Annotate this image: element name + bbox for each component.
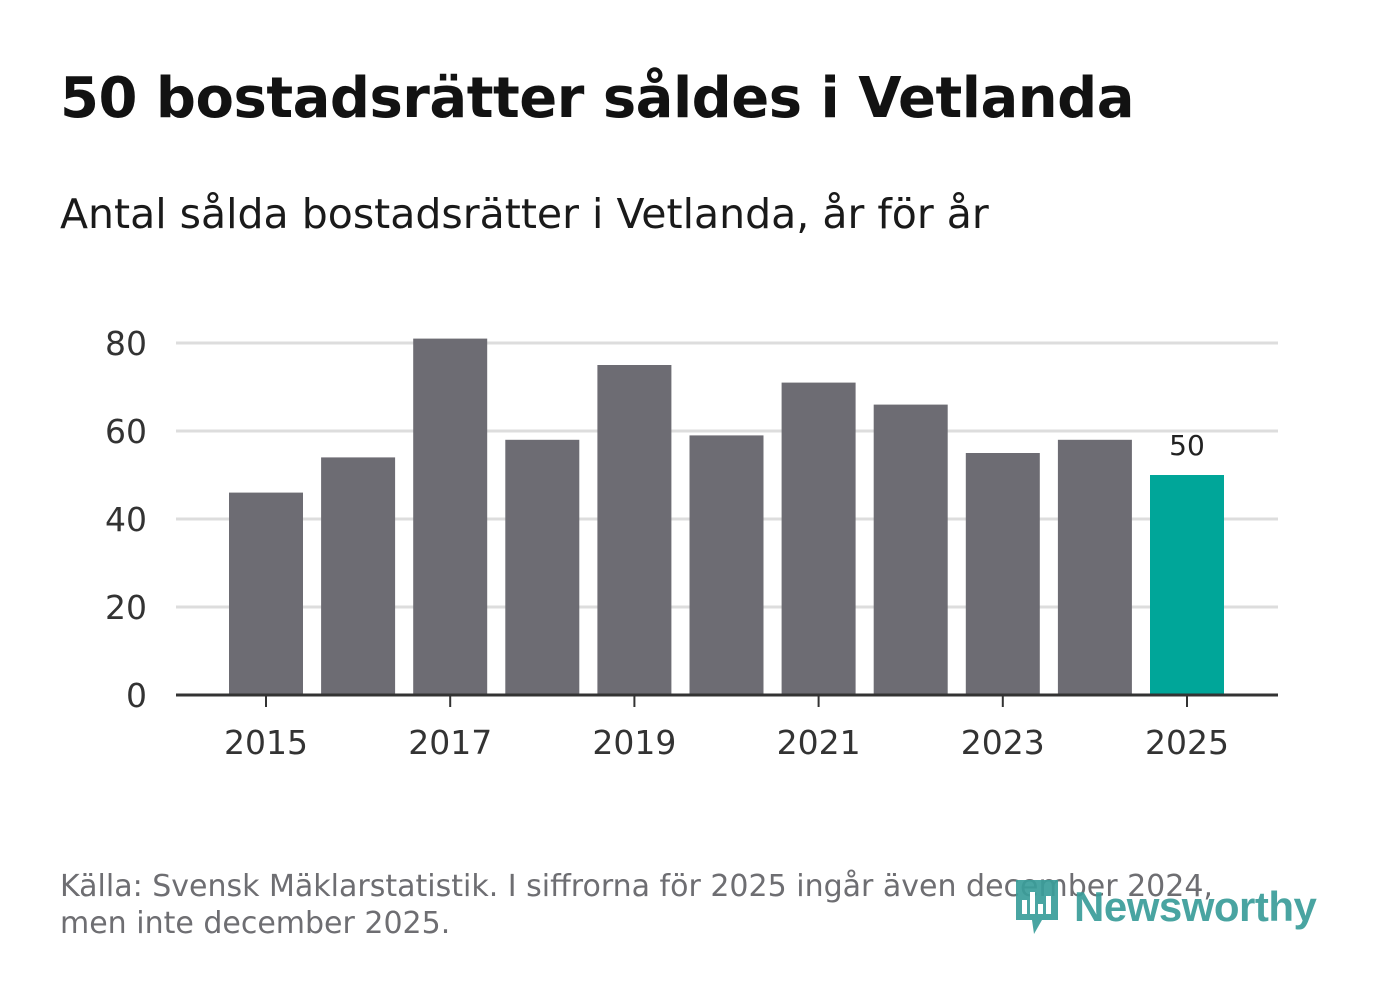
x-tick-label: 2023	[961, 723, 1045, 762]
bar-2015	[229, 492, 303, 695]
bar-2023	[965, 453, 1040, 695]
x-axis	[176, 693, 1278, 707]
bar-2025	[1150, 475, 1224, 695]
newsworthy-logo: Newsworthy	[1012, 876, 1317, 938]
bar-2018	[505, 439, 580, 695]
x-tick-label: 2021	[777, 723, 861, 762]
y-tick-label: 60	[105, 412, 147, 451]
x-tick-label: 2015	[224, 723, 308, 762]
chart-subtitle: Antal sålda bostadsrätter i Vetlanda, år…	[60, 190, 989, 238]
newsworthy-logo-text: Newsworthy	[1074, 883, 1317, 930]
bar-2017	[413, 338, 488, 695]
y-tick-label: 20	[105, 588, 147, 627]
y-tick-label: 40	[105, 500, 147, 539]
bars	[229, 338, 1224, 695]
bar-2016	[321, 457, 396, 695]
y-tick-label: 80	[105, 324, 147, 363]
bar-2024	[1057, 439, 1132, 695]
labels: 0 20 40 60 80 2015 2017 2019 2021 2023 2025 50	[105, 324, 1229, 762]
x-tick-label: 2025	[1145, 723, 1229, 762]
y-tick-label: 0	[126, 676, 147, 715]
newsworthy-logo-icon	[1016, 880, 1058, 934]
bar-2019	[597, 365, 672, 695]
x-tick-label: 2017	[408, 723, 492, 762]
bar-2020	[689, 435, 764, 695]
x-tick-label: 2019	[592, 723, 676, 762]
bar-2022	[873, 404, 948, 695]
bar-2021	[781, 382, 856, 695]
chart-title: 50 bostadsrätter såldes i Vetlanda	[60, 66, 1135, 131]
data-label: 50	[1169, 429, 1205, 462]
